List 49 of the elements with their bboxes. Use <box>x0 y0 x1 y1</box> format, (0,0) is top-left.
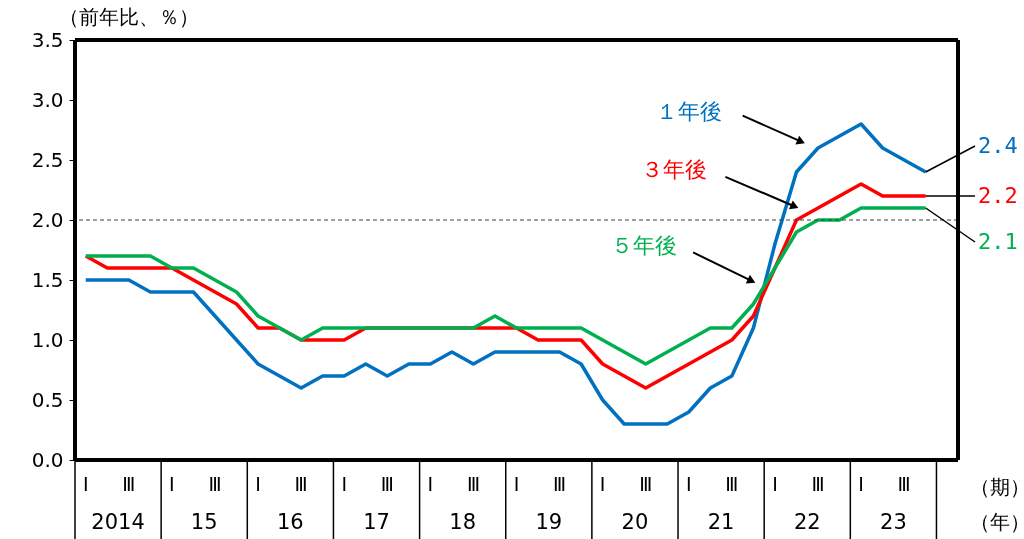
x-tick-label: Ⅰ <box>513 473 520 495</box>
x-tick-label: Ⅰ <box>341 473 348 495</box>
text: 19 <box>535 510 563 534</box>
text: 16 <box>277 510 304 534</box>
text: （年） <box>970 510 1024 534</box>
data-label: 2.2 <box>978 183 1018 208</box>
x-tick-label: Ⅲ <box>208 473 222 495</box>
y-tick-label: 2.0 <box>31 207 64 232</box>
y-tick-label: 1.0 <box>31 327 64 352</box>
y-tick-label: 0.5 <box>31 387 64 412</box>
x-tick-label: Ⅲ <box>294 473 308 495</box>
y-tick-label: 2.5 <box>31 147 64 172</box>
text: 22 <box>793 510 821 534</box>
text: 15 <box>190 510 218 534</box>
x-tick-label: Ⅲ <box>466 473 480 495</box>
line-series <box>84 122 928 426</box>
text: 17 <box>363 510 390 534</box>
x-tick-label: Ⅰ <box>599 473 606 495</box>
x-tick-label: Ⅰ <box>685 473 692 495</box>
text: 18 <box>449 510 477 534</box>
x-tick-label: Ⅰ <box>427 473 434 495</box>
text: １年後 <box>655 99 722 124</box>
line-series <box>84 206 928 366</box>
x-axis-title: （期） <box>970 475 1024 499</box>
x-tick-label: Ⅲ <box>811 473 825 495</box>
y-tick-label: 0.0 <box>31 447 64 472</box>
text: 2014 <box>91 510 145 534</box>
text: 23 <box>880 510 907 534</box>
y-axis-title: （前年比、％） <box>59 5 199 29</box>
text: ３年後 <box>640 156 707 182</box>
text: 21 <box>707 510 735 534</box>
x-tick-label: Ⅰ <box>82 473 89 495</box>
data-label: 2.1 <box>978 229 1018 254</box>
x-tick-label: Ⅰ <box>169 473 175 495</box>
x-tick-label: Ⅰ <box>772 473 778 495</box>
x-tick-label: Ⅲ <box>122 473 136 495</box>
x-tick-label: Ⅲ <box>553 473 567 495</box>
x-tick-label: Ⅰ <box>858 473 864 495</box>
x-tick-label: Ⅰ <box>255 473 261 495</box>
x-tick-label: Ⅲ <box>897 473 911 495</box>
y-tick-label: 1.5 <box>31 267 64 292</box>
data-label: 2.4 <box>978 133 1018 158</box>
text: 20 <box>621 510 649 534</box>
x-tick-label: Ⅲ <box>639 473 653 495</box>
y-tick-label: 3.5 <box>31 27 64 52</box>
x-tick-label: Ⅲ <box>725 473 739 495</box>
y-tick-label: 3.0 <box>31 87 64 112</box>
text: ５年後 <box>610 233 677 259</box>
x-tick-label: Ⅲ <box>380 473 394 495</box>
